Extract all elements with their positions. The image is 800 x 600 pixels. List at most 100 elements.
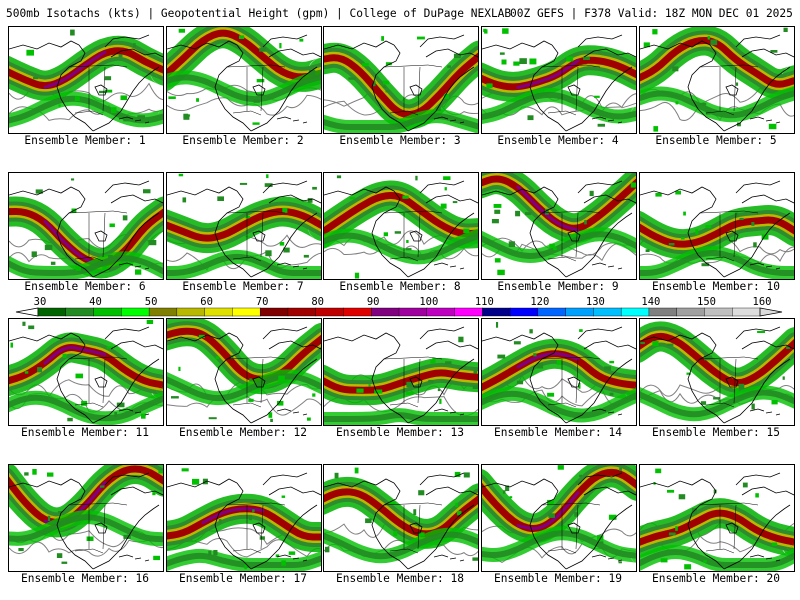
ensemble-member-map	[8, 318, 164, 426]
ensemble-member-map	[639, 318, 795, 426]
colorbar-tick-label: 90	[367, 296, 380, 308]
ensemble-member-panel: Ensemble Member: 5	[639, 26, 795, 156]
ensemble-member-label: Ensemble Member: 14	[494, 426, 622, 439]
colorbar-swatch	[509, 307, 539, 317]
ensemble-member-label: Ensemble Member: 20	[652, 572, 780, 585]
ensemble-member-map	[323, 172, 479, 280]
run-valid-time: 00Z GEFS | F378 Valid: 18Z MON DEC 01 20…	[510, 7, 793, 20]
ensemble-member-label: Ensemble Member: 6	[24, 280, 146, 293]
ensemble-member-panel: Ensemble Member: 12	[166, 318, 322, 448]
colorbar-swatch	[148, 307, 178, 317]
colorbar-graphic: 30405060708090100110120130140150160170	[15, 296, 783, 317]
ensemble-member-map	[639, 464, 795, 572]
ensemble-member-label: Ensemble Member: 17	[179, 572, 307, 585]
colorbar-swatch	[315, 307, 344, 317]
ensemble-member-label: Ensemble Member: 2	[182, 134, 304, 147]
colorbar-swatch	[259, 307, 289, 317]
colorbar-swatch	[482, 307, 511, 317]
colorbar-tick-label: 50	[145, 296, 158, 308]
colorbar-tick-label: 70	[256, 296, 269, 308]
ensemble-member-map	[166, 318, 322, 426]
ensemble-member-map	[323, 464, 479, 572]
colorbar-tick-label: 160	[753, 296, 772, 308]
colorbar-tick-label: 110	[475, 296, 494, 308]
colorbar-swatch	[176, 307, 206, 317]
ensemble-member-map	[481, 172, 637, 280]
colorbar-swatch	[93, 307, 122, 317]
colorbar-swatch	[593, 307, 622, 317]
ensemble-member-label: Ensemble Member: 7	[182, 280, 304, 293]
ensemble-member-map	[323, 26, 479, 134]
colorbar-swatch	[537, 307, 567, 317]
ensemble-member-label: Ensemble Member: 18	[336, 572, 464, 585]
colorbar-swatch	[287, 307, 317, 317]
ensemble-member-panel: Ensemble Member: 1	[8, 26, 164, 156]
ensemble-member-label: Ensemble Member: 11	[21, 426, 149, 439]
ensemble-member-panel: Ensemble Member: 16	[8, 464, 164, 594]
ensemble-member-label: Ensemble Member: 16	[21, 572, 149, 585]
ensemble-member-map	[323, 318, 479, 426]
ensemble-member-panel: Ensemble Member: 10	[639, 172, 795, 302]
ensemble-member-panel: Ensemble Member: 4	[481, 26, 637, 156]
colorbar-tick-label: 60	[200, 296, 213, 308]
colorbar-tick-label: 100	[419, 296, 438, 308]
ensemble-member-label: Ensemble Member: 10	[652, 280, 780, 293]
colorbar-swatch	[343, 307, 372, 317]
ensemble-member-map	[639, 172, 795, 280]
ensemble-member-map	[8, 26, 164, 134]
colorbar-tick-label: 80	[311, 296, 324, 308]
ensemble-member-label: Ensemble Member: 3	[339, 134, 461, 147]
ensemble-member-label: Ensemble Member: 13	[336, 426, 464, 439]
ensemble-member-panel: Ensemble Member: 14	[481, 318, 637, 448]
colorbar-swatch	[232, 307, 261, 317]
ensemble-member-panel: Ensemble Member: 2	[166, 26, 322, 156]
ensemble-member-map	[166, 26, 322, 134]
ensemble-member-label: Ensemble Member: 12	[179, 426, 307, 439]
ensemble-member-label: Ensemble Member: 4	[497, 134, 619, 147]
ensemble-member-panel: Ensemble Member: 17	[166, 464, 322, 594]
ensemble-member-panel: Ensemble Member: 19	[481, 464, 637, 594]
colorbar-swatch	[65, 307, 95, 317]
colorbar-swatch	[204, 307, 233, 317]
ensemble-member-label: Ensemble Member: 1	[24, 134, 146, 147]
ensemble-member-panel: Ensemble Member: 18	[323, 464, 479, 594]
ensemble-member-map	[166, 172, 322, 280]
ensemble-member-panel: Ensemble Member: 13	[323, 318, 479, 448]
ensemble-member-panel: Ensemble Member: 20	[639, 464, 795, 594]
colorbar-low-arrow	[15, 307, 39, 317]
ensemble-member-label: Ensemble Member: 15	[652, 426, 780, 439]
colorbar-swatch	[565, 307, 594, 317]
colorbar-high-arrow	[759, 307, 783, 317]
ensemble-member-map	[166, 464, 322, 572]
colorbar-swatch	[704, 307, 733, 317]
colorbar-swatch	[648, 307, 678, 317]
ensemble-member-map	[8, 464, 164, 572]
ensemble-member-panel: Ensemble Member: 11	[8, 318, 164, 448]
colorbar-tick-label: 30	[34, 296, 47, 308]
colorbar-swatch	[620, 307, 650, 317]
colorbar-swatch	[398, 307, 428, 317]
ensemble-member-map	[8, 172, 164, 280]
ensemble-member-panel: Ensemble Member: 6	[8, 172, 164, 302]
ensemble-member-panel: Ensemble Member: 15	[639, 318, 795, 448]
colorbar-tick-label: 120	[530, 296, 549, 308]
colorbar-tick-label: 140	[641, 296, 660, 308]
ensemble-member-map	[481, 26, 637, 134]
ensemble-member-label: Ensemble Member: 9	[497, 280, 619, 293]
ensemble-member-map	[639, 26, 795, 134]
ensemble-member-map	[481, 464, 637, 572]
ensemble-member-panel: Ensemble Member: 7	[166, 172, 322, 302]
ensemble-member-label: Ensemble Member: 19	[494, 572, 622, 585]
colorbar-swatch	[121, 307, 150, 317]
colorbar-swatch	[37, 307, 67, 317]
colorbar-swatch	[426, 307, 456, 317]
colorbar-tick-label: 130	[586, 296, 605, 308]
ensemble-member-panel: Ensemble Member: 9	[481, 172, 637, 302]
colorbar-tick-label: 40	[89, 296, 102, 308]
ensemble-member-panel: Ensemble Member: 3	[323, 26, 479, 156]
ensemble-member-map	[481, 318, 637, 426]
chart-header: 500mb Isotachs (kts) | Geopotential Heig…	[6, 7, 796, 21]
colorbar-tick-label: 150	[697, 296, 716, 308]
colorbar-swatch	[676, 307, 705, 317]
